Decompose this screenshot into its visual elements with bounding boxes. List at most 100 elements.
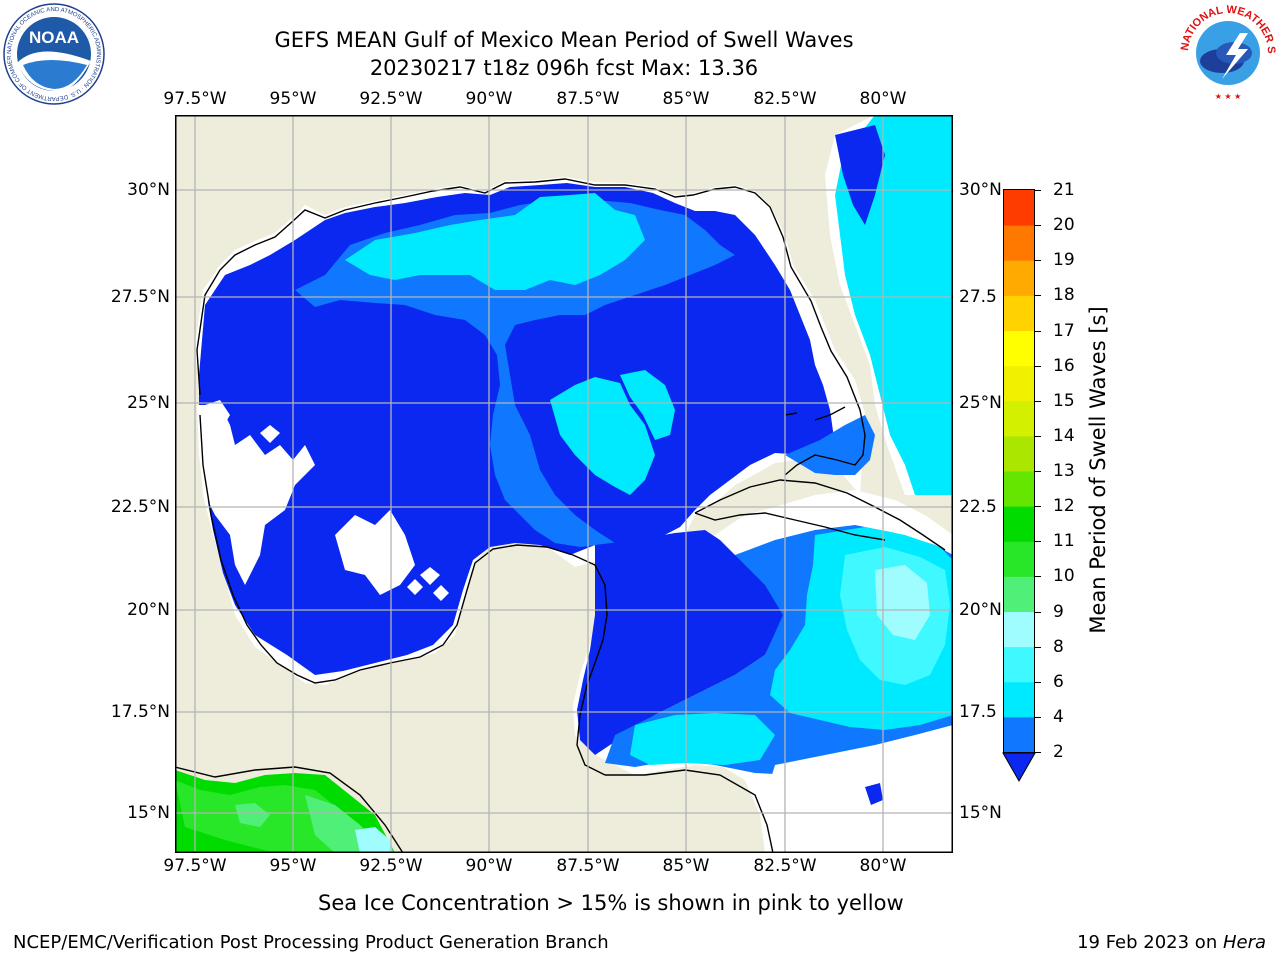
- lon-label-bottom: 85°W: [662, 856, 710, 876]
- nws-logo: NATIONAL WEATHER SERVICE ★ ★ ★: [1178, 3, 1277, 102]
- footer-date: 19 Feb 2023 on Hera: [1077, 932, 1266, 953]
- colorbar-tick-label: 17: [1053, 320, 1075, 341]
- lon-label-top: 90°W: [465, 89, 513, 109]
- noaa-text: NOAA: [29, 28, 79, 47]
- colorbar-tick: [1035, 225, 1041, 227]
- lat-label-left: 27.5°N: [110, 287, 170, 307]
- colorbar: [1002, 189, 1036, 783]
- lat-label-left: 30°N: [127, 180, 170, 200]
- colorbar-segment: [1004, 435, 1034, 472]
- colorbar-tick: [1035, 681, 1041, 683]
- lon-label-top: 85°W: [662, 89, 710, 109]
- lon-label-bottom: 90°W: [465, 856, 513, 876]
- map-frame: [175, 115, 953, 853]
- colorbar-tick-label: 2: [1053, 742, 1064, 762]
- colorbar-tick: [1035, 576, 1041, 578]
- lat-label-left: 20°N: [127, 600, 170, 620]
- lat-label-right: 25°N: [959, 393, 1002, 413]
- lat-label-right: 30°N: [959, 180, 1002, 200]
- colorbar-label: Mean Period of Swell Waves [s]: [1086, 306, 1110, 634]
- lat-label-right: 17.5: [959, 702, 997, 722]
- colorbar-tick: [1035, 541, 1041, 543]
- caribbean-period-2: [577, 530, 785, 755]
- colorbar-tick: [1035, 190, 1041, 191]
- lon-label-top: 80°W: [859, 89, 907, 109]
- gulf-missing-hole2: [260, 425, 280, 443]
- colorbar-tick: [1035, 471, 1041, 472]
- colorbar-tick: [1035, 260, 1041, 262]
- lat-label-left: 22.5°N: [110, 497, 170, 517]
- colorbar-tick-label: 16: [1053, 355, 1075, 376]
- colorbar-extend-arrow: [1002, 752, 1036, 783]
- colorbar-segment: [1004, 365, 1034, 402]
- colorbar-tick-label: 20: [1053, 215, 1075, 236]
- pacific-period-9: [235, 795, 380, 853]
- lon-label-top: 95°W: [269, 89, 317, 109]
- colorbar-tick-label: 8: [1053, 636, 1064, 657]
- lat-label-left: 15°N: [127, 803, 170, 823]
- chart-subtitle: 20230217 t18z 096h fcst Max: 13.36: [369, 56, 759, 80]
- straits-period-4: [785, 415, 875, 475]
- colorbar-tick-label: 4: [1053, 706, 1064, 727]
- lat-label-left: 17.5°N: [110, 702, 170, 722]
- lon-label-top: 92.5°W: [359, 89, 423, 109]
- colorbar-tick: [1035, 611, 1041, 613]
- colorbar-segment: [1004, 471, 1034, 507]
- pacific-period-8: [355, 827, 393, 853]
- lat-label-right: 15°N: [959, 803, 1002, 823]
- colorbar-segment: [1004, 716, 1034, 753]
- colorbar-tick-label: 13: [1053, 461, 1075, 481]
- colorbar-tick: [1035, 365, 1041, 367]
- colorbar-tick-label: 6: [1053, 671, 1064, 692]
- colorbar-tick-label: 10: [1053, 566, 1075, 587]
- caribbean-period-9: [875, 565, 930, 640]
- colorbar-tick: [1035, 435, 1041, 437]
- lat-label-right: 22.5: [959, 497, 997, 517]
- colorbar-tick-label: 18: [1053, 285, 1075, 306]
- lon-label-top: 87.5°W: [556, 89, 620, 109]
- gulf-center-cyan: [550, 377, 655, 495]
- colorbar-tick: [1035, 400, 1041, 402]
- gulf-missing-hole: [205, 400, 230, 427]
- colorbar-frame: [1003, 189, 1035, 753]
- colorbar-tick: [1035, 295, 1041, 297]
- colorbar-segment: [1004, 225, 1034, 261]
- colorbar-tick-label: 12: [1053, 496, 1075, 517]
- lon-label-bottom: 80°W: [859, 856, 907, 876]
- lon-label-bottom: 87.5°W: [556, 856, 620, 876]
- lon-label-bottom: 97.5°W: [163, 856, 227, 876]
- colorbar-segment: [1004, 190, 1034, 226]
- lon-label-bottom: 95°W: [269, 856, 317, 876]
- mexico-coastline: [199, 414, 608, 776]
- lon-label-top: 82.5°W: [753, 89, 817, 109]
- caribbean-missing: [760, 725, 953, 853]
- colorbar-segment: [1004, 541, 1034, 577]
- colorbar-segment: [1004, 681, 1034, 718]
- lightning-icon: [1222, 33, 1248, 79]
- colorbar-segment: [1004, 260, 1034, 296]
- chart-title: GEFS MEAN Gulf of Mexico Mean Period of …: [274, 28, 854, 52]
- lon-label-bottom: 92.5°W: [359, 856, 423, 876]
- colorbar-tick-label: 9: [1053, 601, 1064, 622]
- lat-label-left: 25°N: [127, 393, 170, 413]
- map-panel: [175, 115, 953, 853]
- cuba-coastline: [694, 479, 946, 551]
- central-america-coast: [175, 766, 774, 853]
- colorbar-tick: [1035, 330, 1041, 332]
- colorbar-segment: [1004, 295, 1034, 331]
- colorbar-segment: [1004, 330, 1034, 367]
- colorbar-segment: [1004, 576, 1034, 612]
- caribbean-blue-speck: [865, 783, 883, 805]
- lon-label-bottom: 82.5°W: [753, 856, 817, 876]
- colorbar-segment: [1004, 611, 1034, 648]
- gulf-center-cyan2: [620, 370, 675, 440]
- svg-text:★ ★ ★: ★ ★ ★: [1215, 92, 1242, 101]
- caribbean-south-cyan: [630, 713, 775, 765]
- colorbar-tick-label: 19: [1053, 250, 1075, 271]
- gulf-missing-west: [197, 405, 315, 585]
- noaa-logo: NOAA NATIONAL OCEANIC AND ATMOSPHERIC AD…: [3, 3, 105, 105]
- colorbar-tick: [1035, 716, 1041, 718]
- colorbar-tick: [1035, 506, 1041, 508]
- colorbar-tick-label: 14: [1053, 425, 1075, 446]
- gulf-missing-south: [335, 510, 415, 595]
